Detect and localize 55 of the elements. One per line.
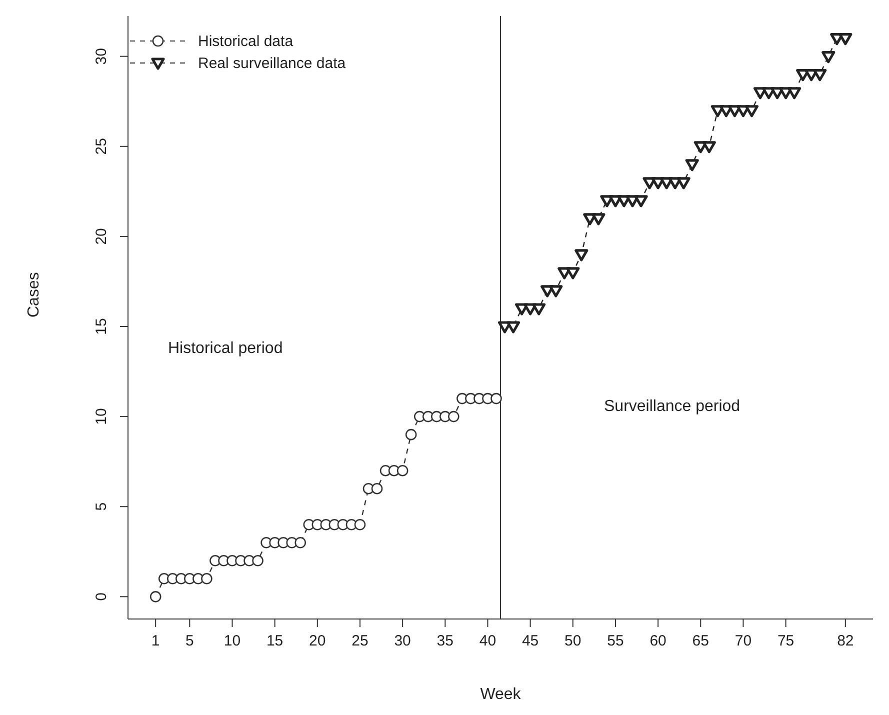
point [490,392,502,404]
x-tick-label: 82 [837,632,854,650]
point [405,428,417,440]
x-tick-label: 35 [436,632,454,650]
point [396,464,408,476]
x-tick-label: 70 [734,632,752,650]
x-tick-label: 1 [151,632,160,650]
point [592,213,606,226]
legend-label: Historical data [198,32,294,50]
point [506,321,520,334]
x-tick-label: 65 [692,632,709,650]
x-tick-label: 75 [777,632,794,650]
point [294,536,306,548]
y-tick-label: 0 [93,592,110,601]
x-tick-label: 15 [266,632,284,650]
annotation: Historical period [168,340,283,358]
point [788,87,802,100]
point [549,285,563,298]
x-tick-label: 5 [185,632,194,650]
x-tick-label: 20 [309,632,326,650]
point [448,410,460,422]
y-tick-label: 15 [93,318,110,335]
point [634,195,648,208]
x-tick-label: 25 [352,632,368,650]
x-tick-label: 30 [394,632,411,650]
x-tick-label: 55 [607,632,624,650]
x-tick-label: 50 [564,632,582,650]
point [822,51,836,64]
y-tick-label: 5 [93,502,110,511]
point [838,33,852,46]
point [676,177,690,190]
point [744,105,759,118]
point [252,554,264,566]
x-tick-label: 40 [479,632,496,650]
point [685,159,699,172]
annotation: Surveillance period [604,398,740,416]
x-tick-label: 45 [522,632,539,650]
point [813,69,827,82]
point [371,482,383,494]
point [566,267,580,280]
y-tick-label: 20 [93,228,110,245]
point [354,518,366,530]
y-tick-label: 10 [93,408,110,425]
point [150,591,162,602]
point [574,249,588,262]
legend-label: Real surveillance data [198,54,346,72]
point [201,573,212,584]
y-tick-label: 30 [93,48,110,65]
y-axis-title: Cases [26,272,43,318]
point [702,141,716,154]
x-axis-title: Week [480,686,522,703]
x-tick-label: 10 [224,632,241,650]
point [532,303,546,316]
x-tick-label: 60 [650,632,666,650]
y-tick-label: 25 [93,138,110,155]
